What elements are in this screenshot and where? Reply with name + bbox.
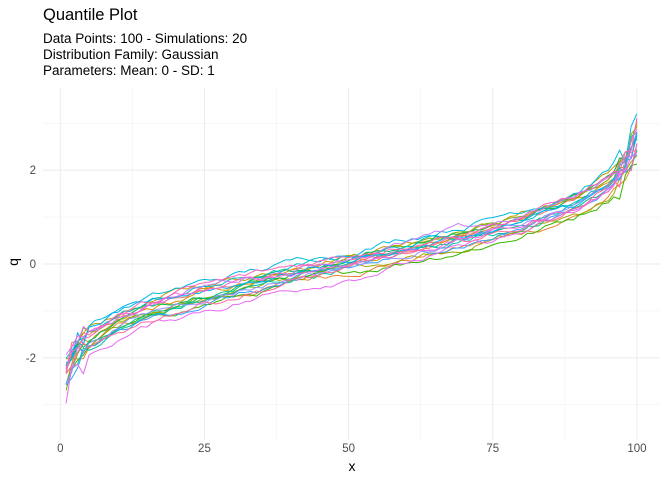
simulation-line bbox=[65, 113, 638, 367]
simulation-line bbox=[65, 151, 638, 404]
simulation-line bbox=[65, 154, 638, 385]
simulation-line bbox=[65, 149, 638, 375]
y-tick-label: 0 bbox=[30, 259, 36, 271]
chart-subtitle-line-2: Distribution Family: Gaussian bbox=[43, 47, 219, 62]
simulation-line bbox=[65, 132, 638, 359]
chart-subtitle-line-3: Parameters: Mean: 0 - SD: 1 bbox=[43, 63, 215, 78]
x-axis-label: x bbox=[349, 458, 356, 474]
simulation-line bbox=[65, 138, 638, 370]
x-tick-label: 100 bbox=[627, 443, 646, 455]
x-tick-label: 75 bbox=[486, 443, 499, 455]
simulation-line bbox=[65, 163, 638, 373]
x-tick-label: 50 bbox=[342, 443, 355, 455]
simulation-line bbox=[65, 129, 638, 356]
y-axis-label: q bbox=[5, 258, 21, 266]
simulation-line bbox=[65, 131, 638, 373]
x-tick-label: 25 bbox=[198, 443, 211, 455]
simulation-line bbox=[65, 135, 638, 364]
chart-title: Quantile Plot bbox=[43, 6, 138, 24]
simulation-line bbox=[65, 118, 638, 373]
simulation-line bbox=[65, 124, 638, 385]
series-lines bbox=[65, 113, 638, 404]
x-tick-label: 0 bbox=[57, 443, 63, 455]
y-tick-label: 2 bbox=[30, 165, 36, 177]
y-tick-label: -2 bbox=[26, 353, 36, 365]
chart-subtitle-line-1: Data Points: 100 - Simulations: 20 bbox=[43, 31, 248, 46]
simulation-line bbox=[65, 155, 638, 367]
axis-ticks: 0 25 50 75 100 -2 0 2 bbox=[26, 165, 647, 455]
